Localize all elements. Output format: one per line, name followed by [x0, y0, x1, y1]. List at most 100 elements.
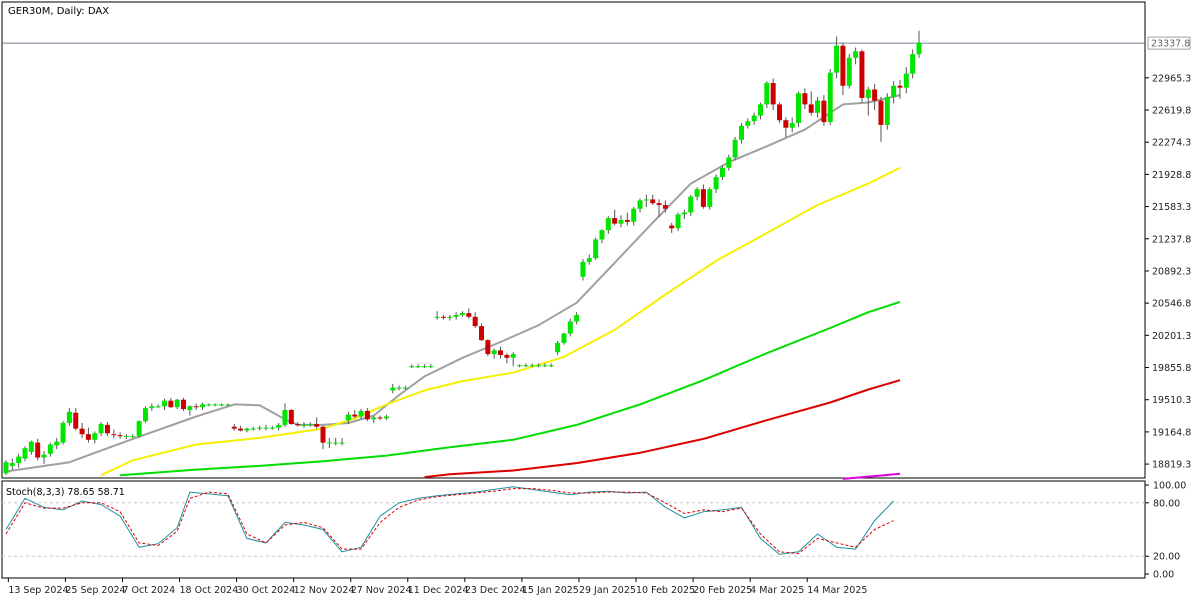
candle-body — [631, 208, 637, 222]
candle — [726, 154, 732, 171]
candle-body — [916, 42, 922, 55]
moving-average-line — [424, 379, 901, 479]
candle-body — [200, 404, 206, 408]
candle-body — [681, 212, 687, 215]
candle-body — [181, 399, 187, 410]
candle-body — [421, 366, 427, 368]
candle-body — [770, 82, 776, 105]
candle — [523, 363, 529, 368]
candle-body — [92, 433, 98, 440]
candle — [853, 47, 859, 65]
candle-body — [574, 314, 580, 322]
candle — [187, 405, 193, 416]
candle-body — [523, 365, 529, 367]
candle — [681, 209, 687, 219]
candle — [155, 404, 161, 409]
candle-body — [897, 85, 903, 88]
stoch-tick-label: 80.00 — [1153, 498, 1180, 509]
candle-body — [225, 404, 231, 406]
candle — [586, 254, 592, 265]
candle — [326, 437, 332, 449]
candle-body — [783, 120, 789, 128]
candle — [295, 422, 301, 427]
price-tick-label: 21237.8 — [1152, 234, 1191, 245]
stoch-signal-line — [5, 488, 894, 555]
candle — [409, 364, 415, 369]
candle — [574, 312, 580, 325]
candle — [789, 117, 795, 133]
candle — [193, 403, 199, 410]
candle-body — [22, 448, 28, 459]
candle-body — [66, 411, 72, 424]
candle-body — [650, 199, 656, 204]
candle — [878, 96, 884, 142]
candle — [339, 437, 345, 446]
candle-body — [479, 326, 485, 341]
stoch-panel: 100.00 80.00 20.00 0.00 — [1, 480, 1186, 581]
candle — [282, 403, 288, 427]
candle — [402, 385, 408, 390]
candle-body — [364, 410, 370, 420]
candle — [447, 314, 453, 321]
candle — [567, 318, 573, 337]
candle — [421, 364, 427, 369]
candle-body — [777, 104, 783, 121]
candle-body — [605, 218, 611, 231]
candle-body — [250, 428, 256, 430]
price-tick-label: 19855.8 — [1152, 363, 1191, 374]
candle-body — [561, 333, 567, 343]
candle-body — [643, 199, 649, 201]
price-tick-label: 18819.3 — [1152, 460, 1191, 471]
candle-body — [174, 399, 180, 408]
candle — [244, 427, 250, 433]
candle-body — [130, 436, 136, 438]
candle-body — [542, 365, 548, 367]
candle-body — [910, 54, 916, 74]
candle-body — [891, 85, 897, 97]
candle — [130, 434, 136, 438]
candle-body — [314, 423, 320, 427]
candle — [891, 81, 897, 104]
candle-body — [567, 321, 573, 334]
candle-body — [282, 409, 288, 425]
candle — [460, 311, 465, 317]
candle-body — [79, 428, 85, 435]
candle-body — [187, 406, 193, 410]
candle — [897, 80, 903, 99]
candle — [257, 425, 263, 431]
candle — [434, 311, 440, 320]
candle-body — [238, 428, 244, 431]
candle — [149, 403, 155, 411]
candle-body — [396, 387, 402, 389]
x-tick-label: 18 Oct 2024 — [180, 585, 239, 596]
candle-body — [345, 414, 351, 421]
candle-body — [415, 366, 421, 368]
candle — [650, 194, 656, 206]
candle-body — [206, 404, 212, 406]
candle-body — [808, 104, 814, 113]
moving-average-line — [5, 94, 901, 473]
candle — [92, 431, 98, 444]
candle — [396, 385, 402, 391]
candle — [238, 425, 244, 432]
candle-body — [60, 423, 66, 443]
candle — [269, 425, 275, 430]
price-tick-label: 19164.8 — [1152, 427, 1191, 438]
candle — [580, 259, 586, 281]
candle — [536, 363, 542, 368]
candle-body — [903, 73, 909, 88]
candle — [751, 112, 757, 125]
candle — [358, 409, 364, 420]
candle — [599, 229, 605, 244]
moving-averages — [5, 94, 901, 480]
candle-body — [745, 121, 751, 126]
candle — [669, 222, 675, 233]
x-tick-label: 23 Dec 2024 — [465, 585, 526, 596]
candle-body — [853, 51, 859, 58]
candle — [440, 314, 446, 320]
x-tick-label: 10 Feb 2025 — [636, 585, 695, 596]
candle — [212, 403, 218, 407]
candle — [314, 417, 320, 429]
x-tick-label: 4 Mar 2025 — [750, 585, 804, 596]
moving-average-line — [842, 472, 901, 480]
